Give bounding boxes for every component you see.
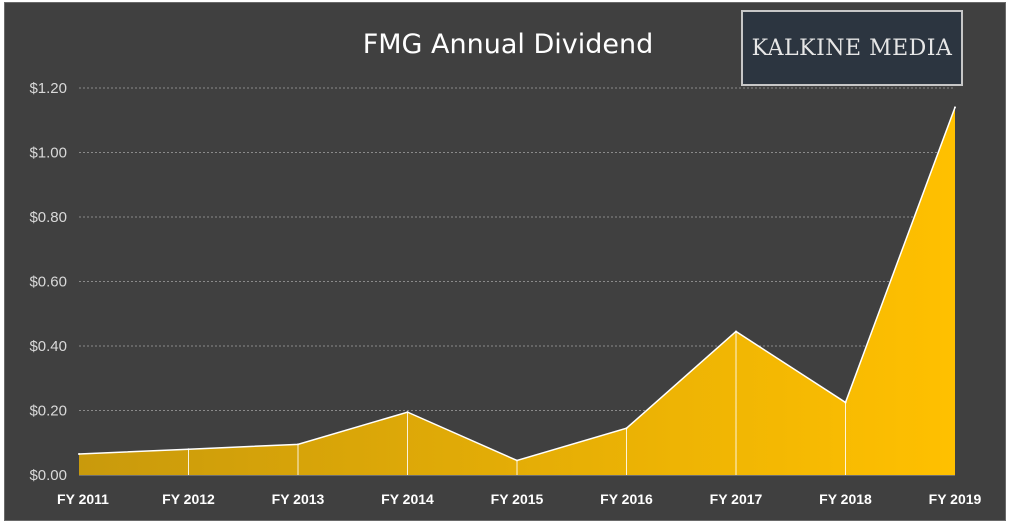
y-tick-label: $1.20 bbox=[29, 80, 67, 97]
chart-frame: FMG Annual Dividend $0.00 $0.20 $0.40 $0.60… bbox=[4, 2, 1006, 521]
x-tick-label: FY 2015 bbox=[491, 491, 544, 507]
data-point bbox=[516, 459, 518, 462]
data-point bbox=[954, 106, 956, 109]
data-point bbox=[297, 443, 299, 446]
y-tick-label: $0.20 bbox=[29, 403, 67, 420]
area-series bbox=[78, 106, 956, 475]
x-tick-label: FY 2011 bbox=[57, 491, 109, 507]
x-tick-label: FY 2019 bbox=[929, 491, 982, 507]
y-tick-label: $0.60 bbox=[29, 274, 67, 291]
x-tick-label: FY 2014 bbox=[381, 491, 434, 507]
data-point bbox=[406, 411, 409, 414]
data-point bbox=[844, 401, 847, 404]
data-point bbox=[78, 453, 80, 456]
watermark-text: KALKINE MEDIA bbox=[751, 35, 953, 61]
data-point bbox=[625, 427, 628, 430]
data-point bbox=[735, 330, 737, 333]
chart-title: FMG Annual Dividend bbox=[363, 29, 654, 60]
y-tick-label: $0.80 bbox=[29, 209, 67, 226]
y-tick-label: $0.00 bbox=[29, 467, 67, 484]
y-axis-ticks: $0.00 $0.20 $0.40 $0.60 $0.80 $1.00 $1.20 bbox=[29, 80, 67, 484]
x-tick-label: FY 2012 bbox=[162, 491, 215, 507]
data-point bbox=[187, 448, 190, 451]
x-tick-label: FY 2016 bbox=[600, 491, 653, 507]
y-tick-label: $1.00 bbox=[29, 145, 67, 162]
chart-area: FMG Annual Dividend $0.00 $0.20 $0.40 $0.60… bbox=[29, 29, 982, 507]
y-tick-label: $0.40 bbox=[29, 338, 67, 355]
x-tick-label: FY 2018 bbox=[819, 491, 872, 507]
watermark-logo: KALKINE MEDIA bbox=[741, 10, 963, 86]
x-axis-ticks: FY 2011 FY 2012 FY 2013 FY 2014 FY 2015 FY 20… bbox=[57, 491, 982, 507]
x-tick-label: FY 2017 bbox=[710, 491, 763, 507]
x-tick-label: FY 2013 bbox=[272, 491, 325, 507]
area-fill bbox=[79, 107, 955, 475]
